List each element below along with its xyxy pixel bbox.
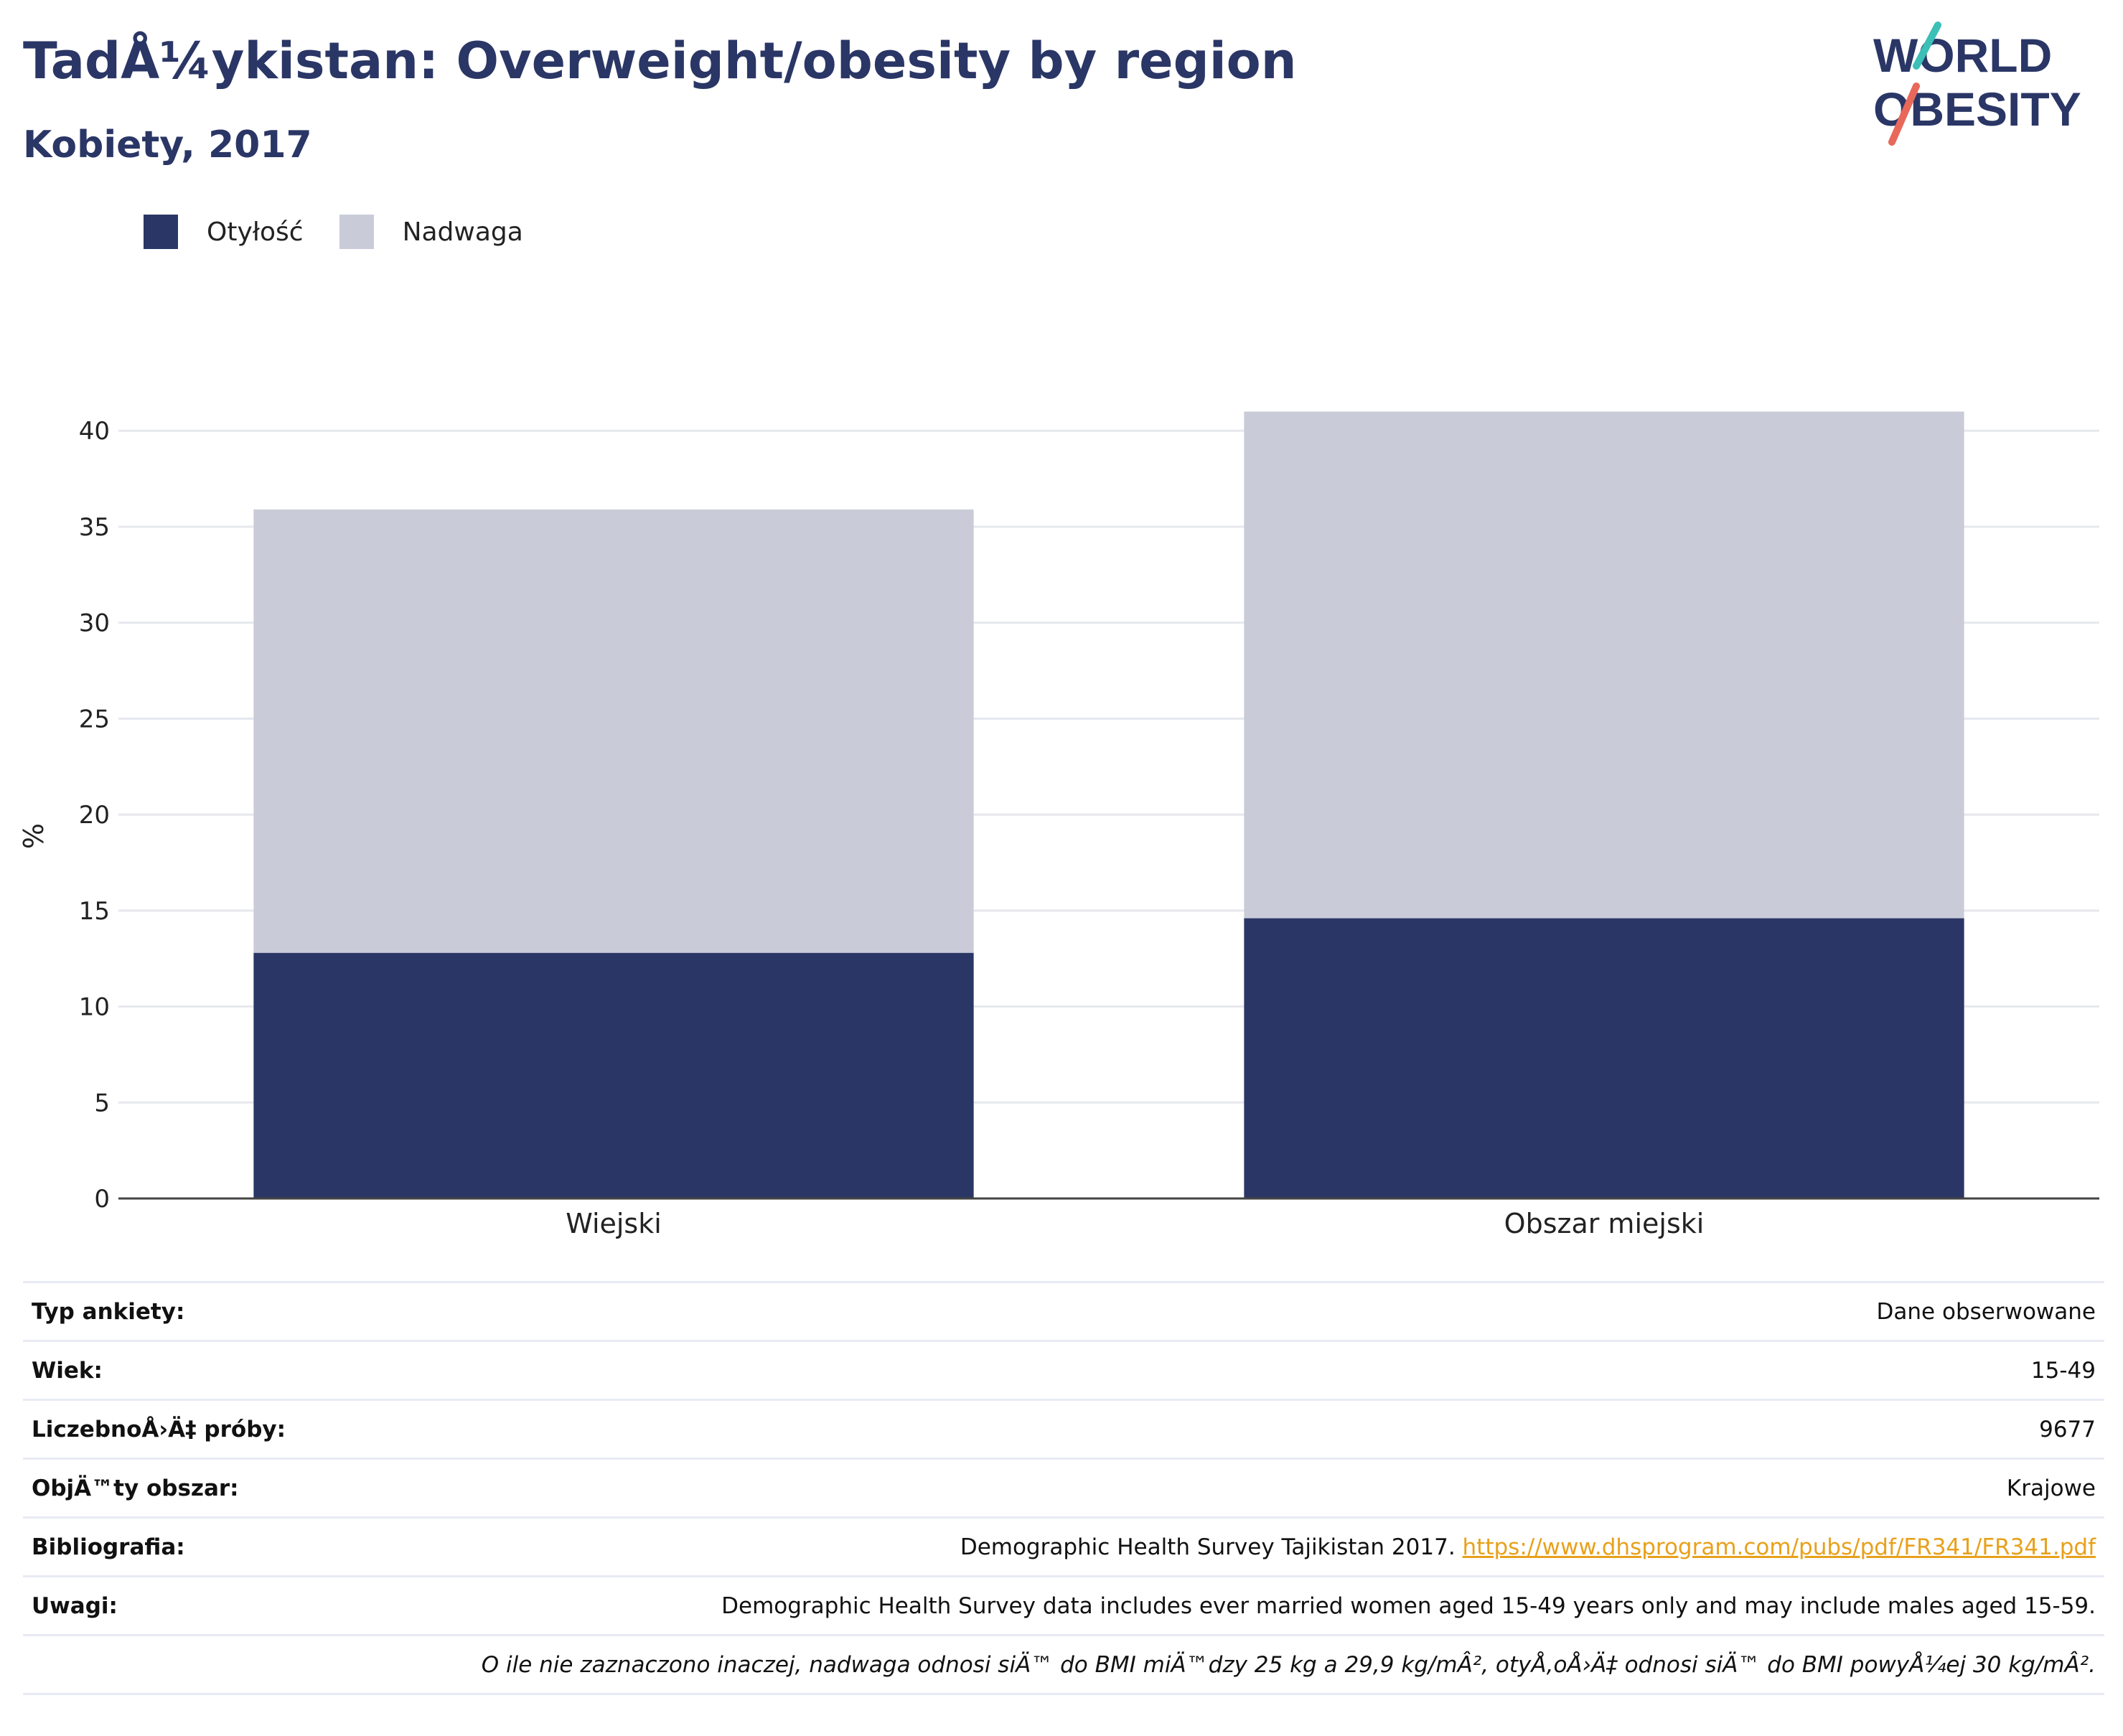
info-footnote: O ile nie zaznaczono inaczej, nadwaga od… <box>481 1651 2096 1678</box>
legend-item-overweight[interactable]: Nadwaga <box>339 215 523 249</box>
info-label: Uwagi: <box>32 1592 118 1619</box>
bar-chart: 0 5 10 15 20 25 30 35 40% Wiejski Obszar miejski <box>18 411 2099 1239</box>
info-value: Demographic Health Survey data includes … <box>721 1592 2096 1619</box>
survey-info-table: Typ ankiety: Dane obserwowane Wiek: 15-4… <box>23 1281 2104 1695</box>
y-axis-label: % <box>18 823 50 849</box>
info-row-age: Wiek: 15-49 <box>23 1341 2104 1400</box>
logo-slash-teal <box>1913 22 1941 70</box>
chart-subtitle: Kobiety, 2017 <box>23 123 312 166</box>
x-tick-label: Obszar miejski <box>1504 1208 1705 1239</box>
info-row-area: ObjÄ™ty obszar: Krajowe <box>23 1458 2104 1518</box>
info-label: LiczebnoÅ›Ä‡ próby: <box>32 1416 286 1442</box>
info-label: Bibliografia: <box>32 1534 185 1560</box>
chart-legend: Otyłość Nadwaga <box>144 214 559 250</box>
bibliography-text: Demographic Health Survey Tajikistan 201… <box>960 1534 1456 1560</box>
info-value: 15-49 <box>2030 1357 2096 1384</box>
y-tick-label: 15 <box>79 897 110 926</box>
info-row-notes: Uwagi: Demographic Health Survey data in… <box>23 1576 2104 1636</box>
info-label: ObjÄ™ty obszar: <box>32 1475 239 1501</box>
bibliography-link[interactable]: https://www.dhsprogram.com/pubs/pdf/FR34… <box>1462 1534 2096 1560</box>
info-row-survey-type: Typ ankiety: Dane obserwowane <box>23 1282 2104 1341</box>
legend-label-obesity: Otyłość <box>207 217 304 247</box>
info-label: Wiek: <box>32 1357 103 1384</box>
y-tick-label: 35 <box>79 513 110 542</box>
y-tick-label: 30 <box>79 609 110 638</box>
y-tick-label: 5 <box>94 1089 110 1117</box>
info-value: Demographic Health Survey Tajikistan 201… <box>319 1518 2104 1577</box>
legend-swatch-overweight <box>339 215 374 249</box>
info-row-bibliography: Bibliografia: Demographic Health Survey … <box>23 1517 2104 1577</box>
info-value: 9677 <box>2039 1416 2096 1442</box>
chart-title: TadÅ¼ykistan: Overweight/obesity by regi… <box>23 32 1297 90</box>
x-tick-label: Wiejski <box>566 1208 662 1239</box>
bar-segment <box>1244 918 1964 1198</box>
logo-slash-coral <box>1888 83 1920 146</box>
legend-swatch-obesity <box>144 215 178 249</box>
bar-segment <box>253 509 974 953</box>
info-value: Krajowe <box>2006 1475 2096 1501</box>
y-tick-label: 40 <box>79 417 110 446</box>
info-label: Typ ankiety: <box>32 1298 185 1325</box>
info-value: Dane obserwowane <box>1876 1298 2096 1325</box>
bar-segment <box>253 952 974 1198</box>
info-row-footnote: O ile nie zaznaczono inaczej, nadwaga od… <box>23 1635 2104 1694</box>
legend-label-overweight: Nadwaga <box>402 217 523 247</box>
legend-item-obesity[interactable]: Otyłość <box>144 215 304 249</box>
bar-segment <box>1244 411 1964 919</box>
y-tick-label: 10 <box>79 993 110 1022</box>
y-tick-label: 25 <box>79 705 110 733</box>
y-tick-label: 0 <box>94 1185 110 1214</box>
info-row-sample-size: LiczebnoÅ›Ä‡ próby: 9677 <box>23 1399 2104 1459</box>
info-label-empty <box>23 1636 319 1694</box>
logo-text-world: WORLD <box>1873 29 2052 82</box>
y-tick-label: 20 <box>79 801 110 830</box>
world-obesity-logo: WORLD OBESITY <box>1873 22 2081 146</box>
